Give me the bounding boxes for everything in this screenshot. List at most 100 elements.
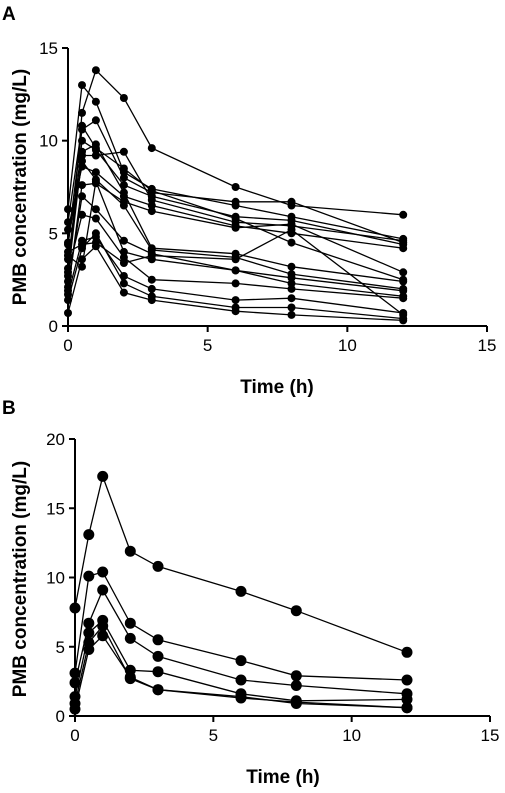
data-point (231, 266, 240, 275)
data-point (401, 693, 413, 705)
x-tick-label: 0 (63, 336, 72, 355)
y-axis-title: PMB concentration (mg/L) (10, 69, 31, 305)
data-point (83, 627, 95, 639)
data-point (235, 692, 247, 704)
data-point (64, 251, 72, 260)
data-point (91, 214, 100, 223)
series-layer (69, 470, 413, 715)
data-point (69, 602, 81, 614)
data-point (91, 151, 100, 160)
y-tick-label: 0 (49, 317, 58, 336)
data-point (235, 655, 247, 667)
data-point (78, 147, 86, 156)
data-point (152, 560, 164, 572)
data-point (231, 279, 240, 288)
data-point (287, 197, 296, 206)
data-point (401, 646, 413, 658)
data-point (78, 240, 86, 249)
data-point (119, 181, 128, 190)
data-point (91, 66, 100, 75)
data-point (97, 584, 109, 596)
y-tick-label: 10 (39, 132, 58, 151)
data-point (287, 238, 296, 247)
data-point (287, 303, 296, 312)
data-point (231, 307, 240, 316)
data-point (152, 650, 164, 662)
y-tick-label: 0 (56, 707, 65, 726)
data-point (147, 207, 156, 216)
data-point (287, 294, 296, 303)
data-point (119, 201, 128, 210)
data-point (231, 223, 240, 232)
data-point (231, 197, 240, 206)
x-tick-label: 15 (481, 726, 500, 745)
data-point (91, 205, 100, 214)
data-point (119, 247, 128, 256)
data-point (78, 157, 86, 166)
data-point (152, 666, 164, 678)
data-point (287, 273, 296, 282)
data-point (119, 147, 128, 156)
y-tick-label: 20 (46, 430, 65, 449)
data-point (287, 262, 296, 271)
data-point (91, 229, 100, 238)
axes: 0 5 10 15 20 0 5 10 15 (46, 430, 499, 745)
data-point (235, 674, 247, 686)
data-point (119, 94, 128, 102)
data-point (401, 702, 413, 714)
data-point (124, 671, 136, 683)
data-point (399, 210, 408, 219)
data-point (64, 309, 72, 317)
data-point (401, 674, 413, 686)
data-point (119, 188, 128, 197)
data-point (69, 703, 81, 715)
panel-a: A 0 5 10 15 0 5 10 15 Time (h) PMB concentratio… (2, 4, 496, 398)
data-point (97, 470, 109, 482)
data-point (399, 275, 408, 284)
data-point (152, 684, 164, 696)
data-point (152, 634, 164, 646)
data-point (64, 268, 72, 277)
data-point (83, 617, 95, 629)
data-point (399, 268, 408, 277)
data-point (231, 255, 240, 264)
data-point (399, 244, 408, 253)
x-tick-label: 10 (338, 336, 357, 355)
data-point (124, 545, 136, 557)
data-point (147, 255, 156, 264)
data-point (83, 644, 95, 655)
data-point (147, 186, 156, 195)
data-point (235, 585, 247, 597)
data-point (91, 144, 100, 153)
data-point (399, 286, 408, 295)
y-tick-label: 15 (46, 499, 65, 518)
data-point (78, 81, 86, 90)
data-point (119, 253, 128, 262)
data-point (287, 220, 296, 229)
data-point (290, 680, 302, 691)
data-point (124, 617, 136, 629)
data-point (91, 168, 100, 177)
data-point (78, 255, 86, 264)
data-point (290, 670, 302, 682)
series-line-3 (74, 588, 408, 695)
data-point (119, 279, 128, 288)
panel-b: B 0 5 10 15 20 0 5 10 15 Time (h) PMB concentrat… (2, 398, 499, 788)
data-point (119, 259, 128, 267)
data-point (287, 225, 296, 234)
series-line-17 (67, 123, 404, 281)
y-tick-label: 15 (39, 39, 58, 58)
data-point (78, 121, 86, 130)
data-point (78, 192, 86, 201)
series-layer (64, 66, 408, 325)
x-tick-label: 5 (209, 726, 218, 745)
data-point (83, 529, 95, 541)
data-point (91, 238, 100, 247)
data-point (290, 605, 302, 617)
x-axis-title: Time (h) (246, 767, 320, 788)
x-tick-label: 15 (478, 336, 497, 355)
data-point (78, 210, 86, 219)
data-point (399, 310, 408, 319)
panel-label: A (2, 4, 16, 25)
